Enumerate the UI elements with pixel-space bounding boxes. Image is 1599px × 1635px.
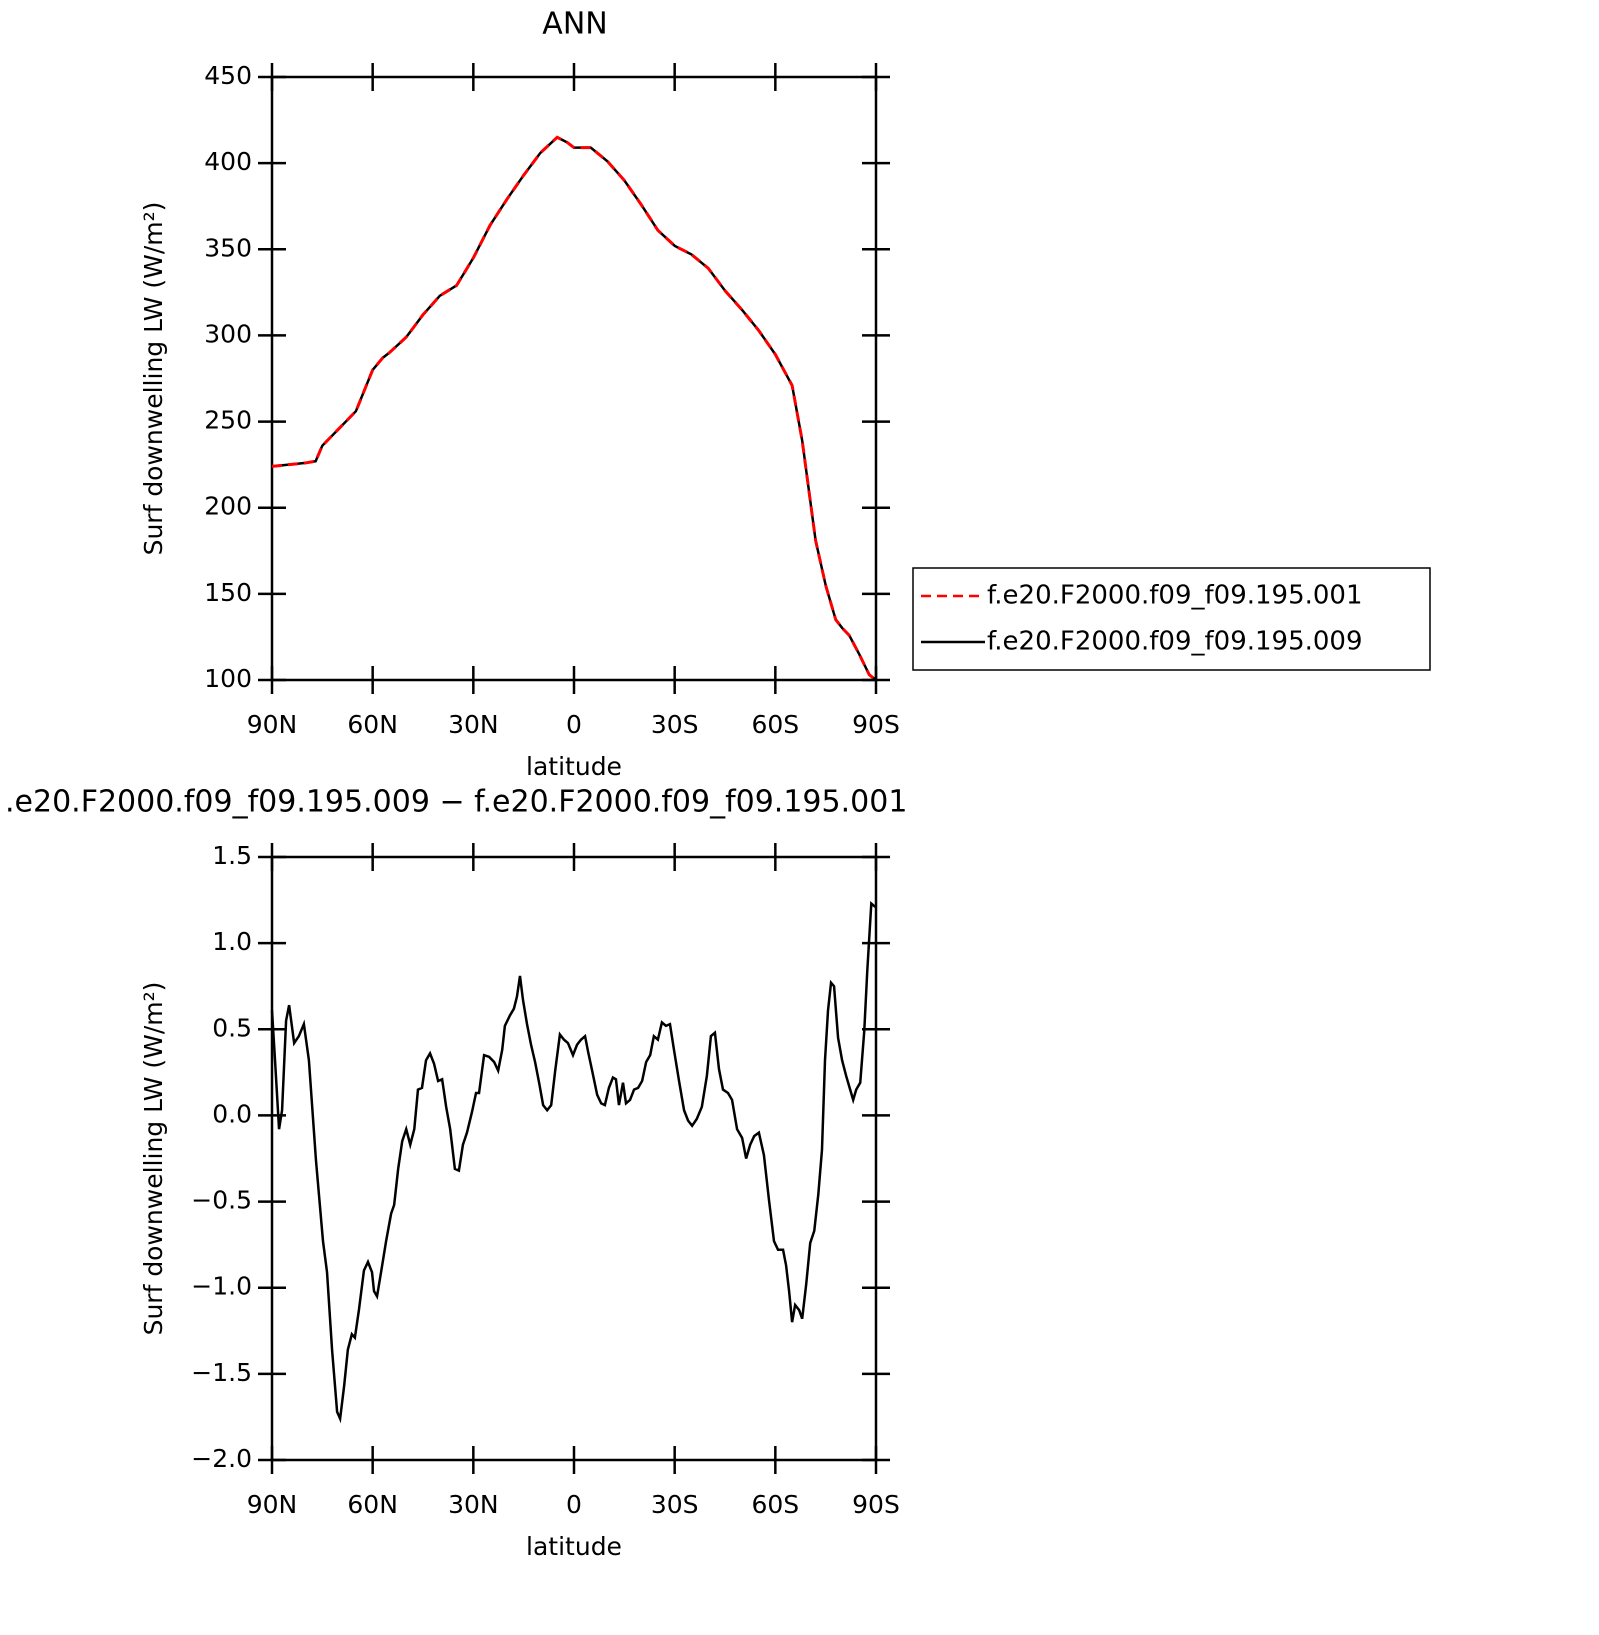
y-tick-label: 0.0 [212, 1099, 252, 1128]
chart-title: .e20.F2000.f09_f09.195.009 − f.e20.F2000… [5, 785, 907, 820]
data-line [270, 900, 877, 1424]
y-tick-label: 300 [204, 319, 252, 348]
legend-box [912, 567, 1431, 671]
x-tick-label: 90S [852, 710, 900, 739]
y-tick-label: 1.5 [212, 841, 252, 870]
y-axis-label: Surf downwelling LW (W/m²) [139, 982, 168, 1336]
y-tick-label: 250 [204, 406, 252, 435]
x-tick-label: 60N [347, 710, 398, 739]
y-tick-label: 150 [204, 578, 252, 607]
x-tick-label: 0 [566, 710, 582, 739]
x-tick-label: 90N [247, 1490, 298, 1519]
x-tick-label: 90S [852, 1490, 900, 1519]
x-tick-label: 30S [651, 1490, 699, 1519]
data-line [271, 135, 877, 682]
x-tick-label: 30N [448, 710, 499, 739]
y-tick-label: 350 [204, 233, 252, 262]
y-tick-label: 400 [204, 147, 252, 176]
x-tick-label: 30S [651, 710, 699, 739]
y-tick-label: −1.5 [191, 1358, 252, 1387]
plot-frame [270, 855, 878, 1462]
x-tick-label: 0 [566, 1490, 582, 1519]
y-tick-label: −0.5 [191, 1186, 252, 1215]
y-tick-label: 450 [204, 61, 252, 90]
y-tick-label: −2.0 [191, 1444, 252, 1473]
y-tick-label: 0.5 [212, 1013, 252, 1042]
x-tick-label: 60N [347, 1490, 398, 1519]
x-tick-label: 90N [247, 710, 298, 739]
x-tick-label: 30N [448, 1490, 499, 1519]
y-axis-label: Surf downwelling LW (W/m²) [139, 202, 168, 556]
x-axis-label: latitude [526, 752, 622, 781]
x-axis-label: latitude [526, 1532, 622, 1561]
y-tick-label: −1.0 [191, 1272, 252, 1301]
legend-label: f.e20.F2000.f09_f09.195.009 [987, 627, 1363, 657]
data-line [271, 135, 877, 681]
y-tick-label: 200 [204, 492, 252, 521]
chart-title: ANN [542, 7, 607, 42]
y-tick-label: 1.0 [212, 927, 252, 956]
plot-frame [270, 75, 878, 682]
x-tick-label: 60S [751, 1490, 799, 1519]
x-tick-label: 60S [751, 710, 799, 739]
y-tick-label: 100 [204, 664, 252, 693]
legend-label: f.e20.F2000.f09_f09.195.001 [987, 581, 1363, 611]
